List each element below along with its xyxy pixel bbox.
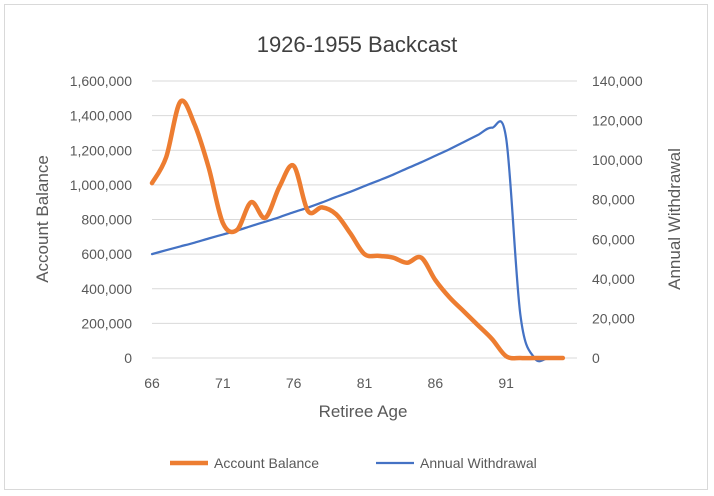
y2-tick-label: 60,000 — [592, 231, 635, 247]
x-tick-label: 91 — [498, 375, 514, 391]
y2-axis-tick-labels: 0 20,000 40,000 60,000 80,000 100,000 120,000 1… — [592, 73, 643, 366]
chart-title: 1926-1955 Backcast — [257, 32, 458, 57]
y2-tick-label: 100,000 — [592, 152, 643, 168]
y-tick-label: 1,600,000 — [70, 73, 132, 89]
y2-tick-label: 20,000 — [592, 310, 635, 326]
y2-axis-label: Annual Withdrawal — [665, 148, 684, 290]
legend: Account Balance Annual Withdrawal — [170, 455, 537, 471]
y-tick-label: 800,000 — [81, 212, 132, 228]
x-tick-label: 76 — [286, 375, 302, 391]
legend-label-annual-withdrawal: Annual Withdrawal — [420, 455, 537, 471]
y-tick-label: 0 — [124, 350, 132, 366]
y-tick-label: 400,000 — [81, 281, 132, 297]
y-tick-label: 1,200,000 — [70, 142, 132, 158]
x-tick-label: 86 — [428, 375, 444, 391]
y2-tick-label: 0 — [592, 350, 600, 366]
y2-tick-label: 80,000 — [592, 192, 635, 208]
y-tick-label: 600,000 — [81, 246, 132, 262]
y-tick-label: 1,000,000 — [70, 177, 132, 193]
series-line-account-balance — [149, 98, 566, 361]
y-tick-label: 200,000 — [81, 315, 132, 331]
x-tick-label: 66 — [144, 375, 160, 391]
chart-frame — [4, 4, 708, 490]
y-axis-tick-labels: 0 200,000 400,000 600,000 800,000 1,000,000 1,… — [70, 73, 133, 366]
x-axis-tick-labels: 66 71 76 81 86 91 — [144, 375, 514, 391]
series-line-annual-withdrawal — [150, 120, 564, 363]
x-tick-label: 71 — [215, 375, 231, 391]
y2-tick-label: 40,000 — [592, 271, 635, 287]
y-axis-label: Account Balance — [33, 155, 52, 283]
x-tick-label: 81 — [357, 375, 373, 391]
series-layer — [149, 98, 566, 363]
y2-tick-label: 120,000 — [592, 113, 643, 129]
legend-label-account-balance: Account Balance — [214, 455, 319, 471]
y2-tick-label: 140,000 — [592, 73, 643, 89]
y-tick-label: 1,400,000 — [70, 108, 132, 124]
x-axis-label: Retiree Age — [319, 402, 408, 421]
